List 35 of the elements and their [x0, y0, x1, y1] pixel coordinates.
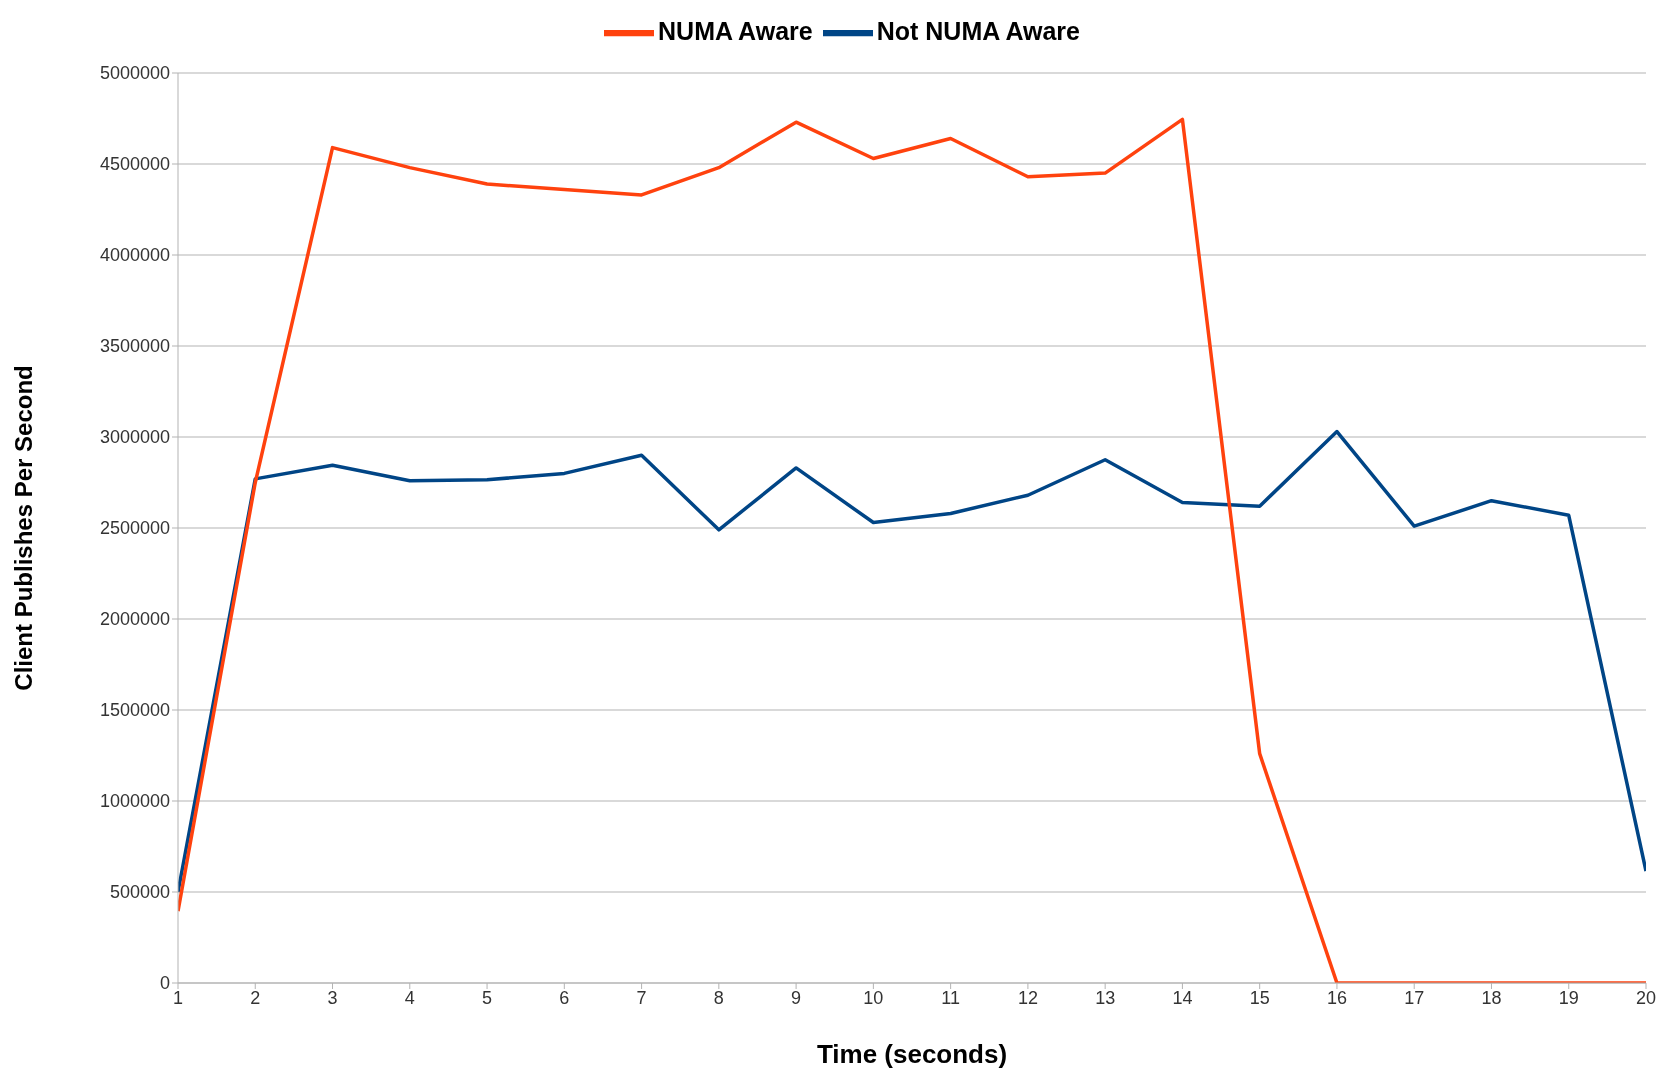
x-tick-label: 11	[941, 987, 960, 1008]
y-tick-label: 500000	[109, 882, 170, 903]
x-tick-label: 16	[1326, 987, 1347, 1008]
x-tick-label: 18	[1481, 987, 1502, 1008]
legend-label: NUMA Aware	[658, 16, 813, 45]
y-tick-label: 4500000	[99, 154, 170, 175]
x-tick-label: 20	[1635, 987, 1657, 1008]
y-tick-label: 0	[159, 973, 170, 994]
x-tick-label: 14	[1172, 987, 1193, 1008]
y-tick-label: 5000000	[99, 63, 170, 84]
x-tick-label: 7	[636, 987, 647, 1008]
x-tick-label: 6	[559, 987, 570, 1008]
x-tick-label: 4	[404, 987, 415, 1008]
x-tick-label: 13	[1095, 987, 1116, 1008]
x-tick-label: 8	[713, 987, 724, 1008]
x-axis-title: Time (seconds)	[816, 1039, 1008, 1069]
x-tick-label: 9	[791, 987, 802, 1008]
x-tick-label: 10	[863, 987, 884, 1008]
x-tick-label: 19	[1558, 987, 1579, 1008]
y-tick-label: 2500000	[99, 518, 170, 539]
x-tick-label: 17	[1404, 987, 1425, 1008]
y-tick-label: 2000000	[99, 609, 170, 630]
y-tick-label: 3000000	[99, 427, 170, 448]
y-tick-label: 3500000	[99, 336, 170, 357]
y-tick-label: 4000000	[99, 245, 170, 266]
x-tick-label: 3	[327, 987, 338, 1008]
x-tick-label: 12	[1017, 987, 1038, 1008]
x-tick-label: 5	[482, 987, 493, 1008]
x-tick-label: 2	[250, 987, 261, 1008]
x-tick-label: 1	[172, 987, 184, 1008]
y-tick-label: 1500000	[99, 700, 170, 721]
legend-label: Not NUMA Aware	[876, 16, 1080, 45]
y-tick-label: 1000000	[99, 791, 170, 812]
y-axis-title: Client Publishes Per Second	[9, 365, 37, 691]
x-tick-label: 15	[1249, 987, 1270, 1008]
